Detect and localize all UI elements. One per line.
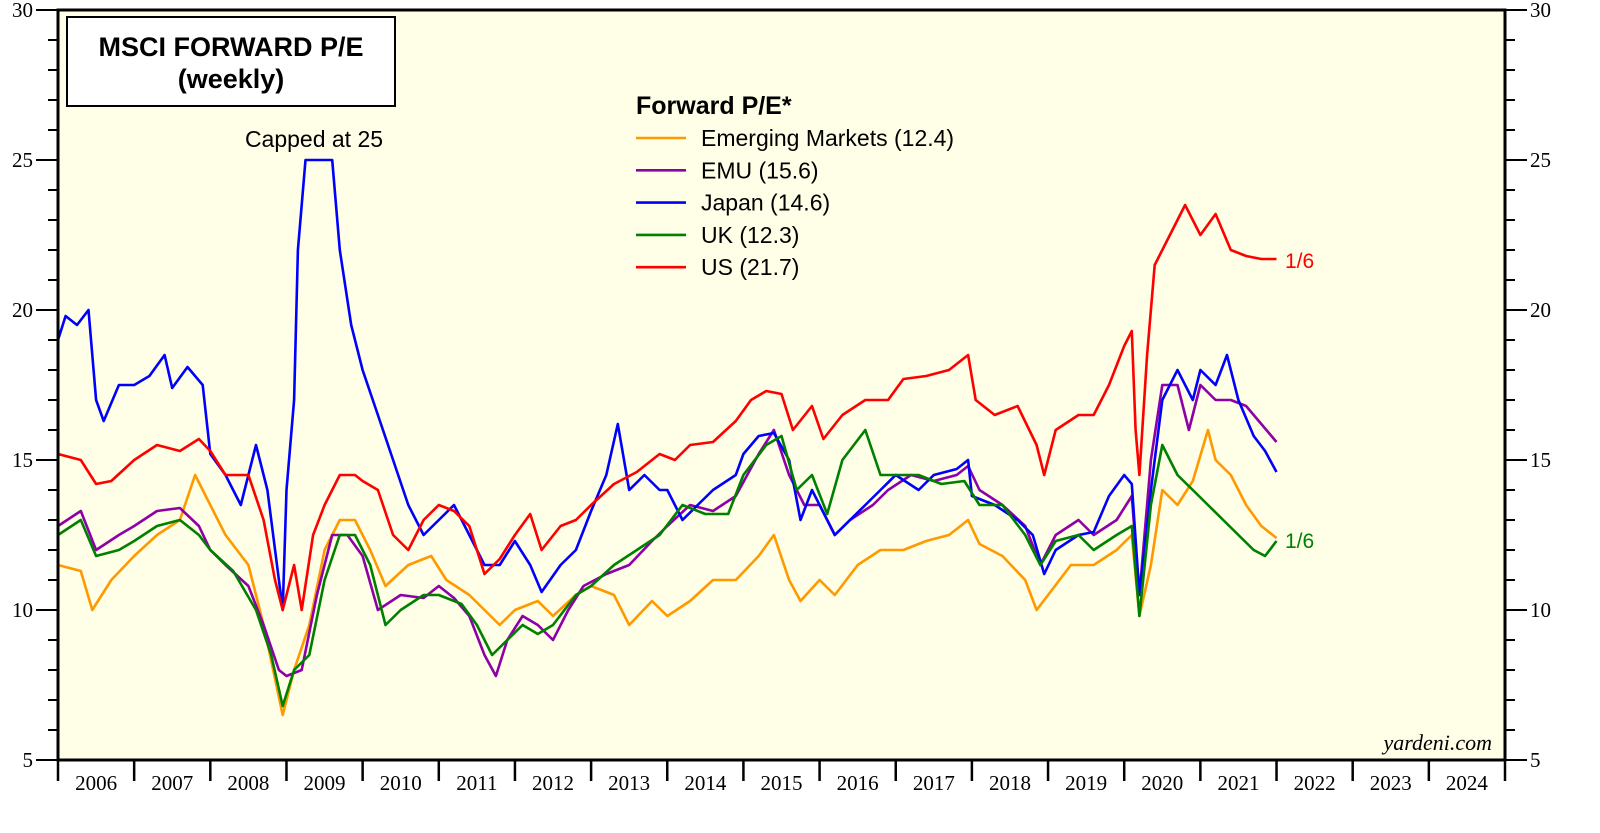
x-tick-label: 2006 (75, 771, 117, 795)
left-y-tick-label: 25 (12, 148, 33, 172)
right-y-tick-label: 20 (1530, 298, 1551, 322)
series-line-0 (57, 428, 1278, 717)
x-tick-label: 2014 (684, 771, 727, 795)
left-y-tick-label: 10 (12, 598, 33, 622)
plot-background (58, 10, 1505, 760)
x-tick-label: 2015 (761, 771, 803, 795)
plot-border (56, 8, 1507, 762)
x-tick-label: 2012 (532, 771, 574, 795)
left-y-tick-label: 30 (12, 0, 33, 22)
x-tick-label: 2016 (837, 771, 879, 795)
left-y-tick-label: 5 (23, 748, 34, 772)
chart-title: MSCI FORWARD P/E (98, 32, 363, 62)
right-y-tick-label: 30 (1530, 0, 1551, 22)
legend-label: Japan (14.6) (701, 190, 830, 216)
cap-annotation: Capped at 25 (245, 126, 383, 152)
series-line-2 (56, 158, 1278, 612)
legend-label: UK (12.3) (701, 222, 799, 248)
x-tick-label: 2007 (151, 771, 193, 795)
x-tick-label: 2021 (1217, 771, 1259, 795)
legend-item: EMU (15.6) (636, 157, 819, 183)
series-layer (56, 158, 1278, 717)
x-tick-label: 2013 (608, 771, 650, 795)
right-y-tick-label: 15 (1530, 448, 1551, 472)
right-y-tick-label: 10 (1530, 598, 1551, 622)
x-tick-label: 2018 (989, 771, 1031, 795)
legend-item: Emerging Markets (12.4) (636, 125, 954, 151)
legend: Emerging Markets (12.4) EMU (15.6) Japan (… (636, 125, 954, 280)
left-y-tick-label: 20 (12, 298, 33, 322)
x-tick-label: 2020 (1141, 771, 1183, 795)
x-tick-label: 2023 (1370, 771, 1412, 795)
x-tick-label: 2024 (1446, 771, 1489, 795)
source-label: yardeni.com (1381, 730, 1492, 755)
chart-subtitle: (weekly) (178, 64, 285, 94)
x-tick-label: 2009 (304, 771, 346, 795)
legend-label: EMU (15.6) (701, 157, 819, 183)
series-line-3 (57, 428, 1278, 708)
legend-item: US (21.7) (636, 254, 799, 280)
legend-label: US (21.7) (701, 254, 799, 280)
x-tick-label: 2010 (380, 771, 422, 795)
right-y-tick-label: 5 (1530, 748, 1541, 772)
x-tick-label: 2019 (1065, 771, 1107, 795)
legend-item: Japan (14.6) (636, 190, 830, 216)
end-label-uk: 1/6 (1285, 530, 1314, 553)
end-label-us: 1/6 (1285, 250, 1314, 273)
x-tick-label: 2017 (913, 771, 955, 795)
x-tick-label: 2022 (1294, 771, 1336, 795)
legend-title: Forward P/E* (636, 92, 792, 120)
legend-label: Emerging Markets (12.4) (701, 125, 954, 151)
title-box: MSCI FORWARD P/E (weekly) (66, 16, 396, 107)
series-line-4 (57, 203, 1277, 612)
x-tick-label: 2011 (456, 771, 497, 795)
x-tick-label: 2008 (227, 771, 269, 795)
right-y-tick-label: 25 (1530, 148, 1551, 172)
left-y-tick-label: 15 (12, 448, 33, 472)
legend-item: UK (12.3) (636, 222, 799, 248)
